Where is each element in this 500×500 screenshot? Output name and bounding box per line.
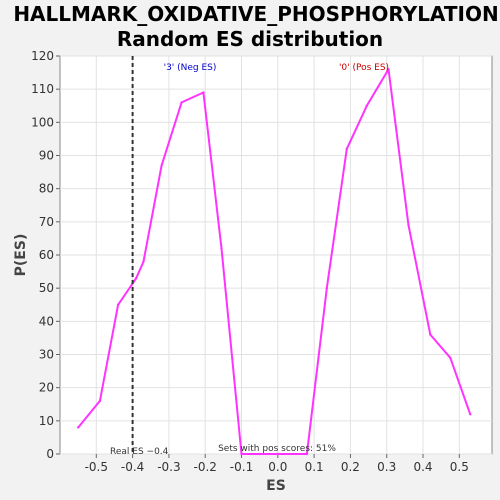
x-tick-label: 0.1	[305, 460, 324, 474]
x-tick-label: -0.5	[85, 460, 108, 474]
y-tick-label: 80	[39, 182, 54, 196]
chart-title-line-1: HALLMARK_OXIDATIVE_PHOSPHORYLATION:	[13, 2, 500, 26]
y-tick-label: 0	[46, 447, 54, 461]
data-point	[76, 426, 80, 429]
data-point	[202, 91, 205, 94]
data-point	[345, 147, 348, 151]
chart-title-line-2: Random ES distribution	[117, 27, 383, 51]
pos-scores-label: Sets with pos scores: 51%	[218, 444, 336, 454]
data-point	[305, 452, 309, 456]
y-tick-label: 100	[31, 115, 54, 129]
y-tick-label: 110	[31, 82, 54, 96]
x-tick-label: -0.1	[230, 460, 253, 474]
data-point	[429, 333, 432, 336]
data-point	[469, 413, 472, 416]
x-tick-label: 0.5	[450, 460, 469, 474]
data-point	[220, 247, 223, 250]
data-point	[160, 164, 163, 167]
real-es-label: Real ES −0.4	[110, 447, 169, 457]
y-tick-label: 120	[31, 49, 54, 63]
pos-es-label: '0' (Pos ES)	[339, 63, 389, 73]
y-tick-label: 30	[39, 348, 54, 362]
y-tick-label: 90	[39, 149, 54, 163]
series-layer	[76, 68, 472, 456]
data-point	[365, 104, 368, 107]
data-point	[116, 303, 120, 306]
y-tick-label: 60	[39, 248, 54, 262]
y-tick-label: 70	[39, 215, 54, 229]
data-point	[142, 260, 145, 263]
neg-es-label: '3' (Neg ES)	[164, 63, 217, 73]
data-point	[240, 452, 243, 456]
data-point	[449, 356, 452, 360]
data-point	[180, 101, 183, 104]
data-point	[325, 286, 329, 290]
x-axis-label: ES	[266, 478, 286, 494]
x-tick-label: -0.2	[193, 460, 216, 474]
data-point	[98, 399, 102, 403]
y-tick-label: 50	[39, 281, 54, 295]
x-tick-label: 0.3	[377, 460, 396, 474]
x-tick-label: -0.4	[121, 460, 144, 474]
axes: 0 10 20 30 40 50 60 70 80 90 100 110 120 -0.5 -0.4 -0.3…	[31, 49, 469, 474]
data-point	[276, 452, 280, 456]
x-tick-label: 0.2	[341, 460, 360, 474]
x-tick-label: 0.4	[413, 460, 432, 474]
x-tick-label: -0.3	[157, 460, 180, 474]
data-point	[407, 223, 410, 227]
data-point	[258, 452, 261, 456]
y-tick-label: 40	[39, 314, 54, 328]
y-tick-label: 10	[39, 414, 54, 428]
x-tick-label: 0.0	[268, 460, 287, 474]
y-axis-label: P(ES)	[13, 234, 29, 277]
data-point	[387, 68, 390, 71]
y-tick-label: 20	[39, 381, 54, 395]
data-point	[135, 277, 138, 280]
